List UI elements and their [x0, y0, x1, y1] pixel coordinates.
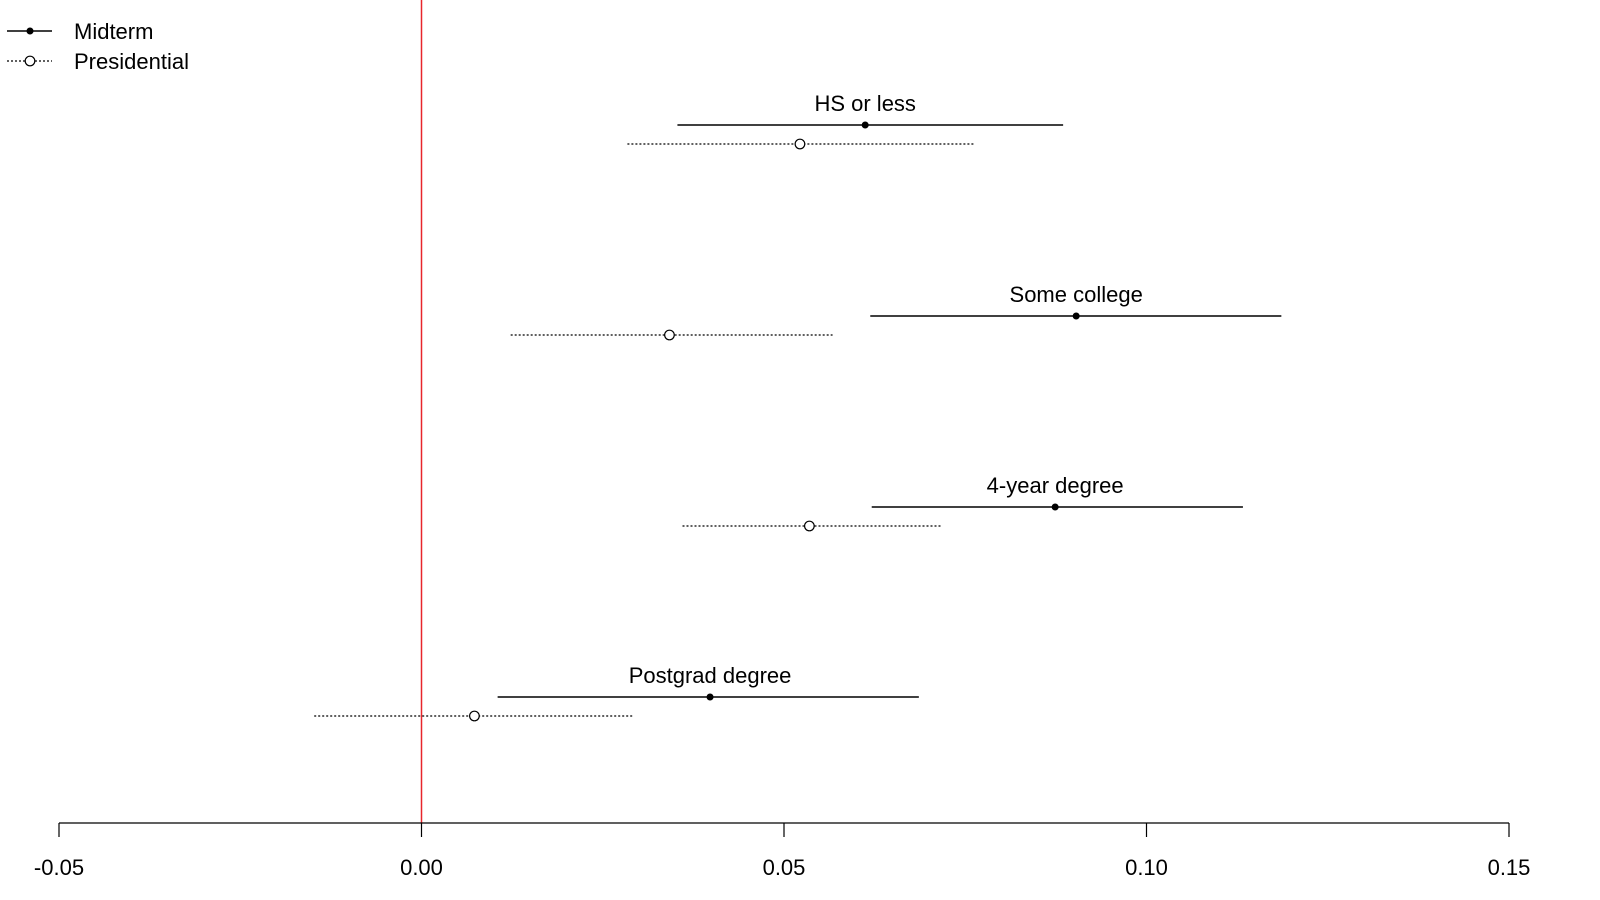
presidential-point — [803, 520, 815, 532]
category-label: 4-year degree — [987, 473, 1124, 498]
x-tick-label: 0.00 — [400, 855, 443, 880]
category-label: HS or less — [814, 91, 915, 116]
midterm-point — [1051, 503, 1059, 511]
presidential-point — [469, 710, 480, 722]
x-tick-label: 0.10 — [1125, 855, 1168, 880]
category-label: Some college — [1010, 282, 1143, 307]
legend-marker-presidential — [24, 55, 36, 67]
midterm-point — [706, 693, 714, 701]
presidential-point — [794, 138, 806, 150]
presidential-point — [664, 329, 675, 341]
legend-marker-midterm — [26, 27, 34, 35]
legend-label: Midterm — [74, 19, 153, 44]
category-label: Postgrad degree — [629, 663, 792, 688]
midterm-point — [861, 121, 869, 129]
x-tick-label: 0.05 — [763, 855, 806, 880]
x-tick-label: 0.15 — [1488, 855, 1531, 880]
legend-label: Presidential — [74, 49, 189, 74]
x-tick-label: -0.05 — [34, 855, 84, 880]
midterm-point — [1072, 312, 1080, 320]
